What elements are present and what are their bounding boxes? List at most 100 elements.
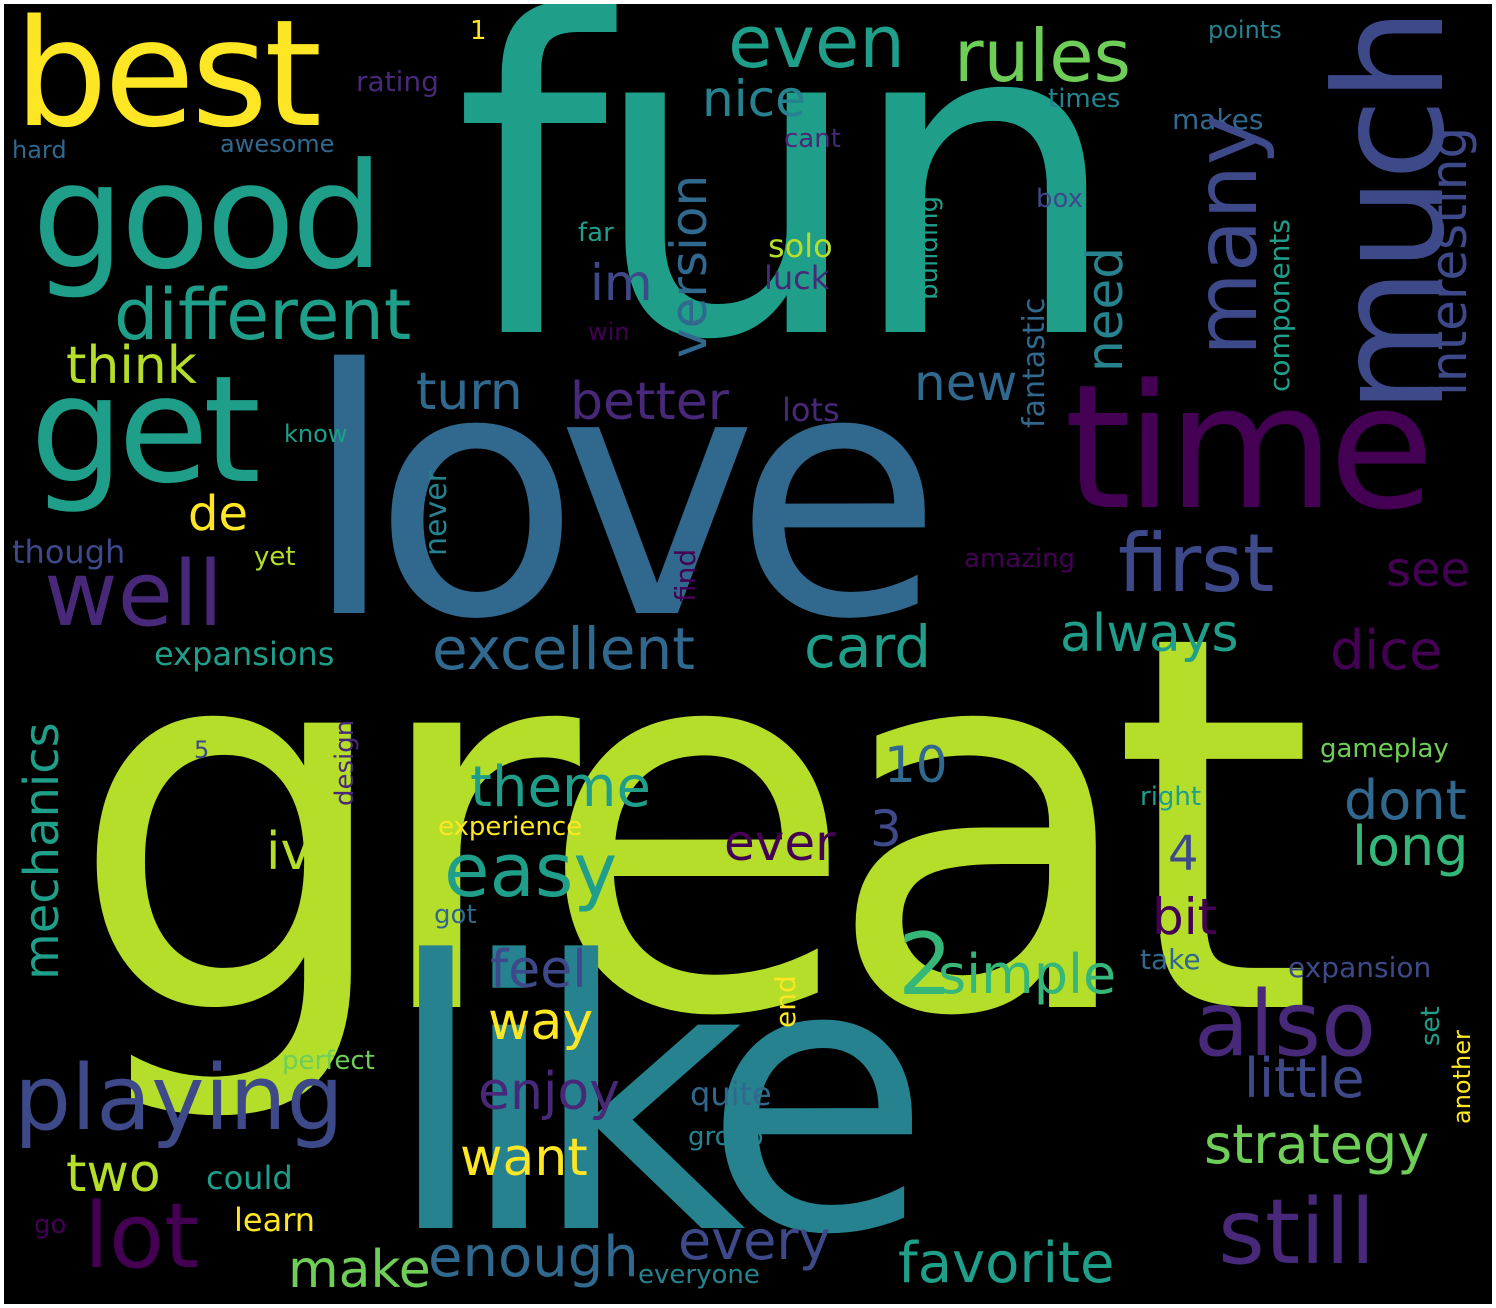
word-mechanics: mechanics [14, 722, 70, 980]
word-also: also [1194, 972, 1377, 1077]
word-time: time [1064, 347, 1435, 548]
word-bit: bit [1152, 888, 1218, 946]
word-right: right [1140, 782, 1202, 812]
word-strategy: strategy [1204, 1113, 1430, 1176]
word-version: version [660, 174, 718, 358]
word-fun: fun [454, 4, 1123, 436]
word-expansions: expansions [154, 635, 335, 673]
word-playing: playing [14, 1046, 344, 1151]
word-components: components [1263, 219, 1296, 392]
word-everyone: everyone [638, 1260, 760, 1290]
word-im: im [590, 254, 653, 312]
word-make: make [288, 1240, 431, 1300]
word-find: find [669, 548, 702, 602]
word-see: see [1386, 542, 1471, 598]
word-though: though [12, 533, 126, 571]
word-new: new [914, 354, 1018, 412]
word-ever: ever [724, 814, 836, 872]
word-rating: rating [356, 65, 439, 98]
word-simple: simple [938, 943, 1117, 1006]
word-set: set [1416, 1006, 1446, 1046]
word-5: 5 [194, 736, 210, 764]
word-way: way [488, 992, 594, 1052]
word-long: long [1352, 815, 1469, 878]
word-another: another [1448, 1030, 1476, 1124]
word-points: points [1208, 16, 1282, 44]
word-best: best [14, 4, 322, 160]
word-feel: feel [490, 940, 587, 1000]
word-take: take [1140, 943, 1201, 976]
word-theme: theme [470, 755, 651, 820]
word-makes: makes [1172, 103, 1264, 136]
word-end: end [769, 975, 802, 1028]
word-box: box [1036, 184, 1083, 214]
word-every: every [678, 1209, 831, 1272]
word-two: two [66, 1144, 161, 1204]
word-easy: easy [444, 828, 618, 914]
word-4: 4 [1168, 826, 1199, 882]
word-amazing: amazing [964, 544, 1076, 574]
word-turn: turn [416, 362, 523, 422]
word-yet: yet [254, 542, 296, 572]
word-solo: solo [768, 227, 833, 265]
word-like: like [384, 883, 932, 1304]
word-think: think [66, 336, 197, 396]
word-better: better [570, 372, 730, 432]
word-never: never [419, 469, 454, 556]
word-little: little [1244, 1047, 1365, 1110]
word-first: first [1118, 517, 1275, 610]
word-know: know [284, 420, 348, 448]
word-always: always [1060, 604, 1239, 664]
word-cant: cant [784, 124, 841, 154]
word-group: group [688, 1122, 764, 1152]
word-gameplay: gameplay [1320, 734, 1449, 764]
word-card: card [804, 613, 932, 681]
word-different: different [114, 274, 412, 356]
word-times: times [1048, 84, 1121, 114]
word-go: go [34, 1210, 67, 1240]
word-want: want [460, 1128, 588, 1188]
word-hard: hard [12, 136, 67, 164]
word-excellent: excellent [432, 615, 695, 683]
word-lots: lots [782, 391, 840, 429]
word-good: good [32, 132, 384, 302]
word-win: win [588, 318, 630, 346]
word-great: great [68, 524, 1315, 1130]
word-dice: dice [1330, 619, 1443, 682]
word-2: 2 [898, 915, 953, 1015]
word-well: well [44, 542, 223, 647]
word-lot: lot [84, 1184, 200, 1289]
word-get: get [30, 344, 261, 516]
word-interesting: interesting [1420, 126, 1478, 396]
word-cloud: great fun love like time best good get e… [4, 4, 1492, 1304]
word-dont: dont [1344, 769, 1467, 832]
word-ive: ive [266, 822, 344, 882]
word-luck: luck [764, 259, 830, 297]
word-awesome: awesome [220, 130, 335, 158]
word-need: need [1076, 247, 1134, 372]
word-1: 1 [470, 16, 487, 46]
word-many: many [1177, 114, 1277, 356]
word-even: even [728, 4, 905, 84]
word-still: still [1218, 1180, 1376, 1285]
word-enjoy: enjoy [478, 1062, 620, 1122]
word-quite: quite [690, 1075, 772, 1113]
word-rules: rules [954, 14, 1132, 98]
word-design: design [330, 719, 360, 806]
word-building: building [914, 195, 944, 300]
word-love: love [302, 298, 943, 694]
word-favorite: favorite [898, 1231, 1115, 1296]
word-de: de [188, 486, 248, 542]
word-got: got [434, 900, 477, 930]
word-perfect: perfect [282, 1046, 375, 1076]
word-expansion: expansion [1288, 951, 1432, 984]
word-nice: nice [702, 70, 806, 128]
word-fantastic: fantastic [1017, 297, 1052, 428]
word-experience: experience [438, 812, 583, 842]
word-enough: enough [428, 1225, 639, 1290]
word-3: 3 [870, 800, 902, 858]
word-learn: learn [234, 1201, 316, 1239]
word-could: could [206, 1159, 293, 1197]
word-10: 10 [884, 736, 948, 794]
word-far: far [578, 218, 614, 248]
